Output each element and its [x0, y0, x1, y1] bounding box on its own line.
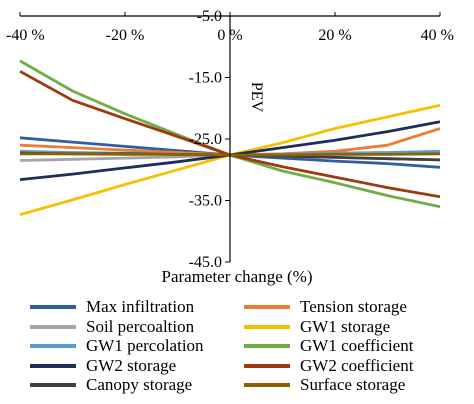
legend-item: Soil percoaltion — [30, 316, 195, 336]
y-tick-label: -25.0 — [189, 131, 222, 148]
legend-swatch — [244, 324, 290, 329]
legend-swatch — [244, 344, 290, 348]
y-tick-label: -45.0 — [189, 254, 222, 271]
legend-item: GW2 coefficient — [244, 355, 414, 375]
legend-item: GW1 percolation — [30, 336, 204, 355]
legend-item: GW2 storage — [30, 355, 177, 375]
legend-label: GW1 percolation — [86, 336, 204, 355]
x-tick-label: -20 % — [106, 27, 145, 44]
legend-label: GW2 storage — [86, 355, 177, 375]
legend-label: GW1 coefficient — [300, 336, 414, 355]
y-axis-label: PEV — [248, 82, 265, 113]
legend-swatch — [244, 363, 290, 368]
y-tick-label: -5.0 — [197, 8, 222, 25]
legend-item: Tension storage — [244, 297, 407, 316]
x-tick-label: 0 % — [217, 27, 242, 44]
legend-label: Surface storage — [300, 375, 406, 394]
legend-swatch — [30, 383, 76, 387]
x-tick-label: 40 % — [421, 27, 454, 44]
legend-item: Canopy storage — [30, 375, 193, 394]
legend-item: GW1 coefficient — [244, 336, 414, 355]
x-tick-label: -40 % — [6, 27, 45, 44]
legend-swatch — [244, 305, 290, 309]
legend-label: Canopy storage — [86, 375, 193, 394]
legend-label: GW1 storage — [300, 316, 391, 336]
x-axis-label: Parameter change (%) — [161, 267, 313, 286]
legend-swatch — [30, 305, 76, 309]
legend-swatch — [30, 363, 76, 368]
legend-label: Tension storage — [300, 297, 407, 316]
legend-swatch — [244, 383, 290, 387]
legend-item: Max infiltration — [30, 297, 195, 316]
legend-swatch — [30, 344, 76, 348]
legend-label: Max infiltration — [86, 297, 195, 316]
legend-label: Soil percoaltion — [86, 316, 195, 336]
legend-swatch — [30, 324, 76, 329]
legend-item: Surface storage — [244, 375, 406, 394]
y-tick-label: -15.0 — [189, 70, 222, 87]
x-tick-label: 20 % — [318, 27, 351, 44]
legend-item: GW1 storage — [244, 316, 391, 336]
y-tick-label: -35.0 — [189, 193, 222, 210]
legend-label: GW2 coefficient — [300, 355, 414, 375]
